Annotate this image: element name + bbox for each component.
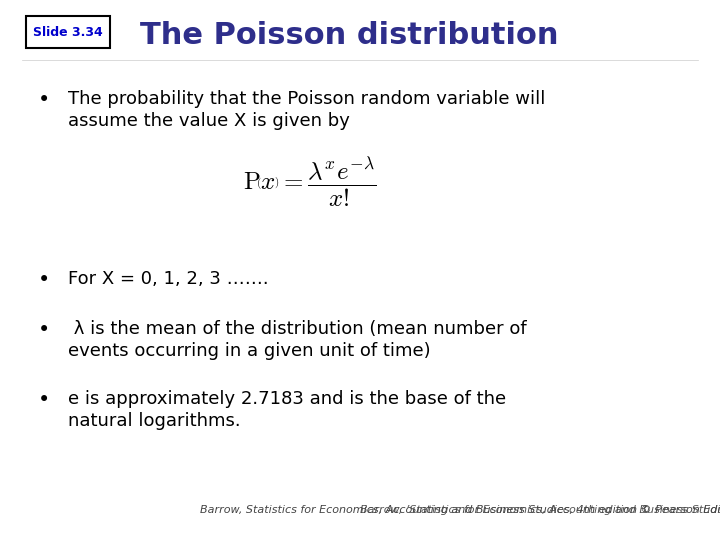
Text: •: • [38, 90, 50, 110]
Text: natural logarithms.: natural logarithms. [68, 412, 240, 430]
Text: Barrow, ’Statistics for Economics, Accounting and Business Studies,’ 4: Barrow, ’Statistics for Economics, Accou… [360, 505, 720, 515]
Text: The Poisson distribution: The Poisson distribution [140, 22, 559, 51]
FancyBboxPatch shape [26, 16, 110, 48]
Text: $\mathrm{P}\!\left(x\right)=\dfrac{\lambda^x e^{-\lambda}}{x!}$: $\mathrm{P}\!\left(x\right)=\dfrac{\lamb… [243, 155, 377, 209]
Text: The probability that the Poisson random variable will: The probability that the Poisson random … [68, 90, 545, 108]
Text: e is approximately 2.7183 and is the base of the: e is approximately 2.7183 and is the bas… [68, 390, 506, 408]
Text: •: • [38, 270, 50, 290]
Text: •: • [38, 320, 50, 340]
Text: For X = 0, 1, 2, 3 …….: For X = 0, 1, 2, 3 ……. [68, 270, 269, 288]
Text: Barrow, Statistics for Economics, Accounting and Business Studies, 4th edition ©: Barrow, Statistics for Economics, Accoun… [200, 505, 720, 515]
Text: •: • [38, 390, 50, 410]
Text: Slide 3.34: Slide 3.34 [33, 25, 103, 38]
Text: assume the value X is given by: assume the value X is given by [68, 112, 350, 130]
Text: events occurring in a given unit of time): events occurring in a given unit of time… [68, 342, 431, 360]
Text: λ is the mean of the distribution (mean number of: λ is the mean of the distribution (mean … [68, 320, 526, 338]
